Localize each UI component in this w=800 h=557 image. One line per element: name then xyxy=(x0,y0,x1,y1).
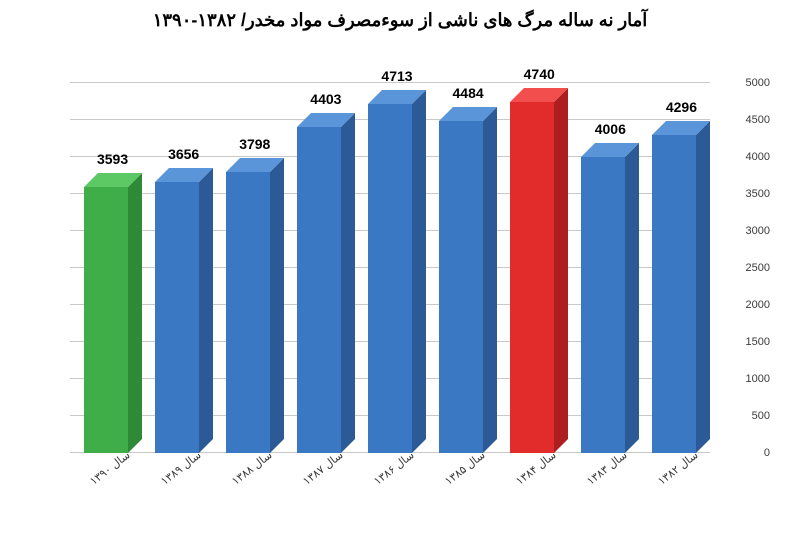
x-axis: سال ۱۳۹۰سال ۱۳۸۹سال ۱۳۸۸سال ۱۳۸۷سال ۱۳۸۶… xyxy=(70,455,710,503)
bar-front xyxy=(226,172,270,453)
bars-group: 359336563798440347134484474040064296 xyxy=(70,83,710,453)
y-tick-label: 1000 xyxy=(720,373,770,385)
y-tick-label: 3000 xyxy=(720,225,770,237)
bar-value-label: 4296 xyxy=(646,99,716,115)
x-tick-label: سال ۱۳۸۲ xyxy=(652,445,722,512)
y-tick-label: 3500 xyxy=(720,188,770,200)
bar: 4403 xyxy=(290,127,348,453)
y-tick-label: 5000 xyxy=(720,77,770,89)
bar-side xyxy=(696,121,710,453)
y-tick-label: 2000 xyxy=(720,299,770,311)
x-tick-label: سال ۱۳۹۰ xyxy=(83,445,153,512)
bar-value-label: 4006 xyxy=(575,121,645,137)
bar-side xyxy=(625,143,639,453)
x-tick-label: سال ۱۳۸۳ xyxy=(580,445,650,512)
bar-value-label: 3593 xyxy=(78,151,148,167)
bar-value-label: 4740 xyxy=(504,66,574,82)
bar-front xyxy=(297,127,341,453)
chart-title: آمار نه ساله مرگ های ناشی از سوءمصرف موا… xyxy=(30,10,770,31)
bar: 4713 xyxy=(361,104,419,453)
y-tick-label: 2500 xyxy=(720,262,770,274)
y-tick-label: 1500 xyxy=(720,336,770,348)
bar: 4484 xyxy=(432,121,490,453)
bar: 3798 xyxy=(219,172,277,453)
bar-value-label: 3798 xyxy=(220,136,290,152)
bar-side xyxy=(341,113,355,453)
bar: 4296 xyxy=(645,135,703,453)
y-axis: 0500100015002000250030003500400045005000 xyxy=(715,83,770,453)
y-tick-label: 0 xyxy=(720,447,770,459)
bar-front xyxy=(652,135,696,453)
bar: 4006 xyxy=(574,157,632,453)
y-tick-label: 4000 xyxy=(720,151,770,163)
bar-front xyxy=(439,121,483,453)
bar-side xyxy=(199,168,213,453)
x-tick-label: سال ۱۳۸۹ xyxy=(154,445,224,512)
bar-front xyxy=(510,102,554,453)
bar-side xyxy=(554,88,568,453)
bar-front xyxy=(581,157,625,453)
bar-side xyxy=(128,173,142,453)
y-tick-label: 4500 xyxy=(720,114,770,126)
bar-value-label: 4403 xyxy=(291,91,361,107)
x-tick-label: سال ۱۳۸۸ xyxy=(225,445,295,512)
bar-value-label: 4713 xyxy=(362,68,432,84)
x-tick-label: سال ۱۳۸۴ xyxy=(509,445,579,512)
y-tick-label: 500 xyxy=(720,410,770,422)
bar: 3593 xyxy=(77,187,135,453)
x-tick-label: سال ۱۳۸۵ xyxy=(438,445,508,512)
x-tick-label: سال ۱۳۸۶ xyxy=(367,445,437,512)
bar-chart: آمار نه ساله مرگ های ناشی از سوءمصرف موا… xyxy=(30,10,770,542)
bar-side xyxy=(270,158,284,453)
bar-front xyxy=(368,104,412,453)
bar-side xyxy=(412,90,426,453)
bar-value-label: 4484 xyxy=(433,85,503,101)
bar-front xyxy=(155,182,199,453)
bar: 4740 xyxy=(503,102,561,453)
bar-front xyxy=(84,187,128,453)
plot-area: 0 500 1000 1500 2000 2500 3000 3500 4000 4500 5000… xyxy=(30,43,770,503)
bar-value-label: 3656 xyxy=(149,146,219,162)
x-tick-label: سال ۱۳۸۷ xyxy=(296,445,366,512)
bar: 3656 xyxy=(148,182,206,453)
bar-side xyxy=(483,107,497,453)
